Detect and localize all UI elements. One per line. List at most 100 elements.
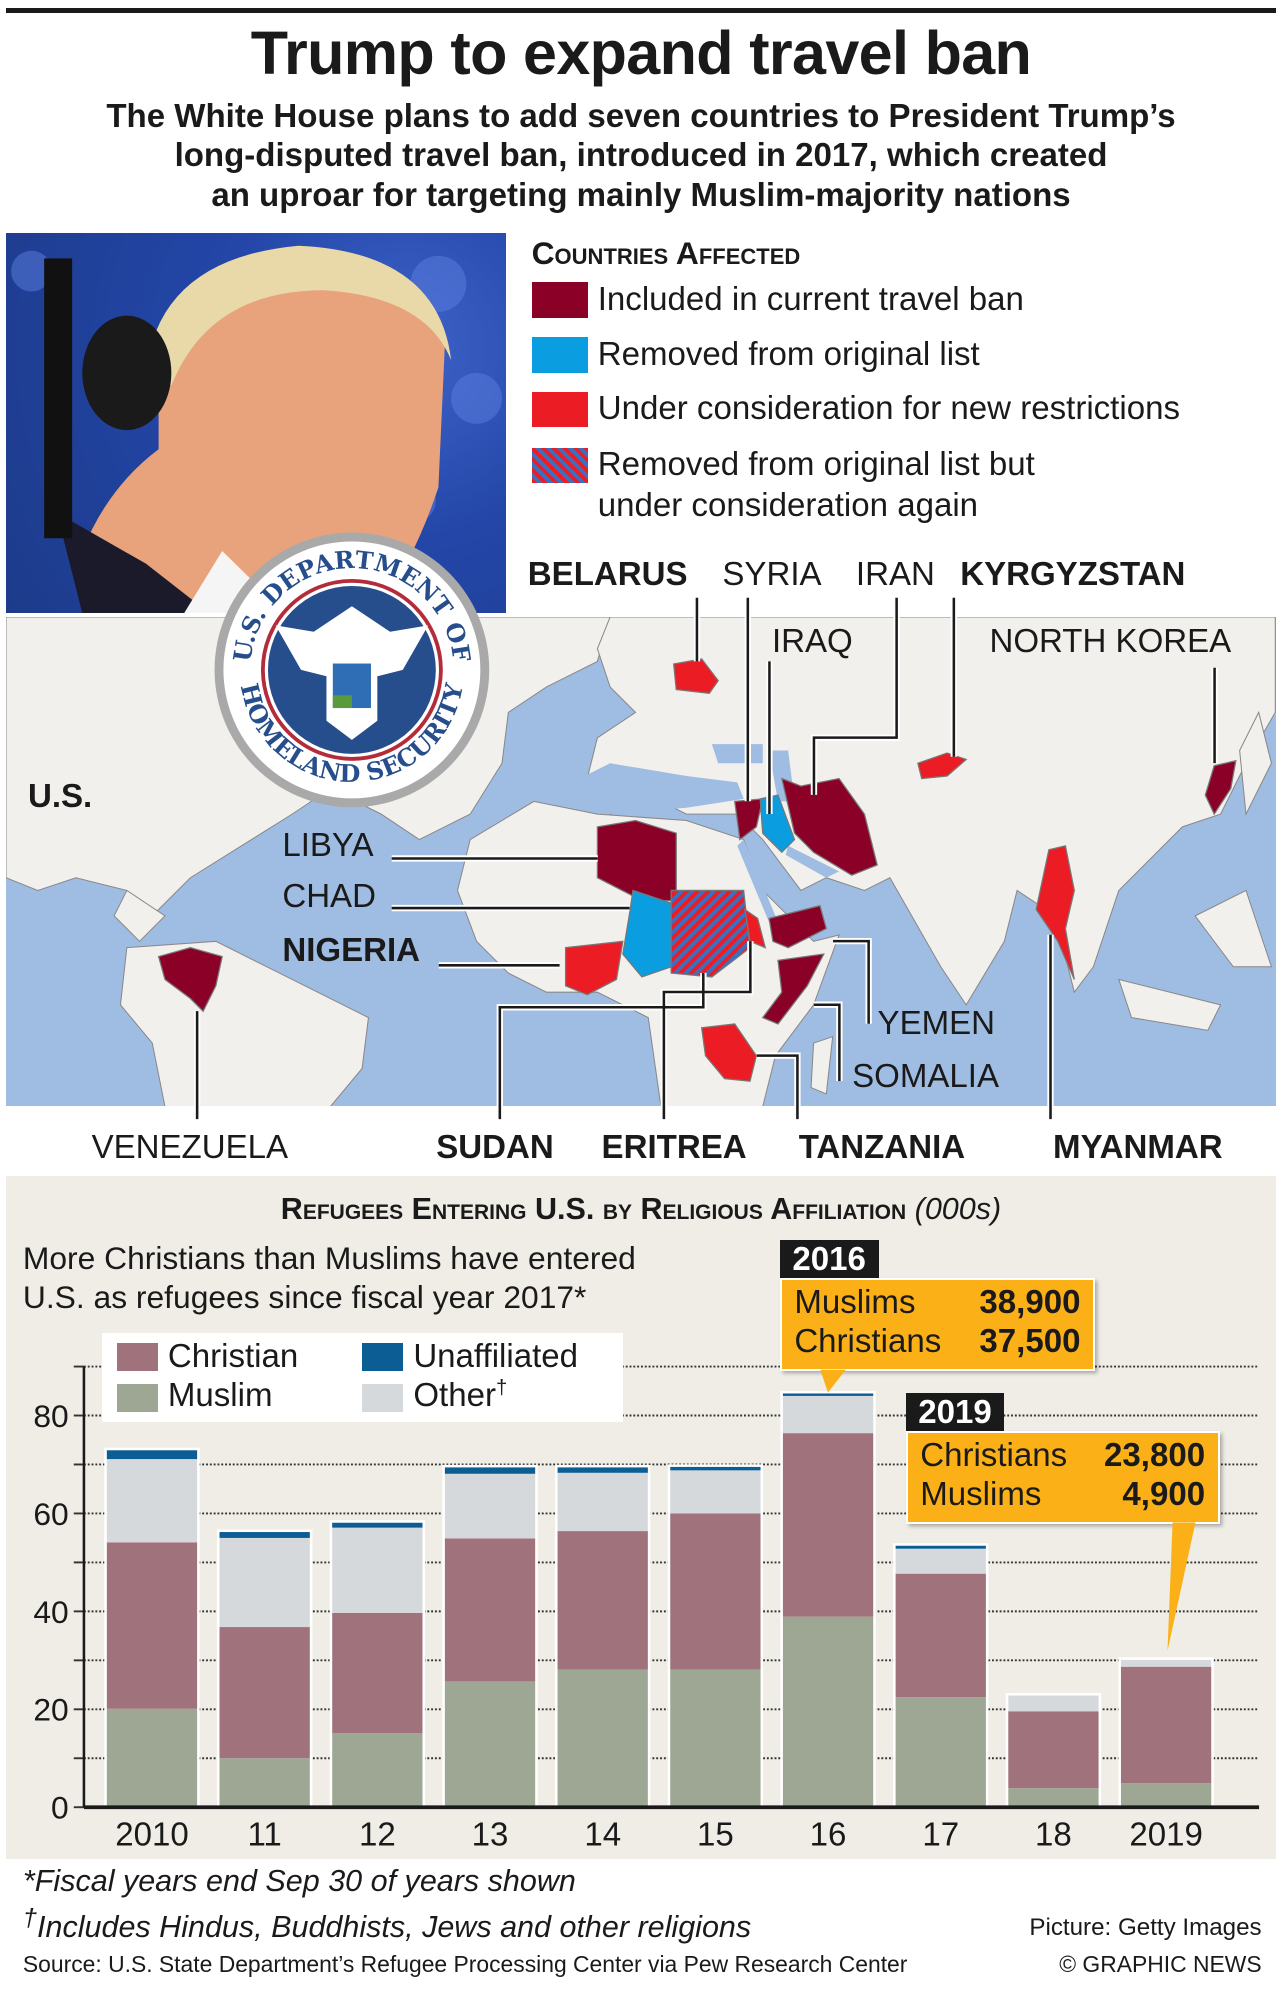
subtitle-line: an uproar for targeting mainly Muslim-ma…: [211, 176, 1071, 214]
eritrea-shape: [744, 907, 767, 949]
label-myanmar: MYANMAR: [1053, 1129, 1223, 1167]
footnote-other: †Includes Hindus, Buddhists, Jews and ot…: [22, 1903, 752, 1945]
bar-segment-unaffiliated: [219, 1532, 310, 1538]
bar-segment-muslim: [1008, 1788, 1099, 1808]
x-tick-label: 17: [922, 1816, 959, 1853]
picture-credit: Picture: Getty Images: [1029, 1914, 1262, 1942]
x-tick-label: 2010: [115, 1816, 189, 1853]
legend-swatch-other: [362, 1383, 404, 1412]
bar-segment-unaffiliated: [782, 1393, 874, 1396]
bar-segment-other: [106, 1459, 198, 1543]
label-nigeria: NIGERIA: [282, 932, 421, 970]
source: Source: U.S. State Department’s Refugee …: [22, 1950, 908, 1977]
legend-swatch-muslim: [116, 1383, 158, 1412]
top-rule: [6, 7, 1276, 13]
label-north-korea: NORTH KOREA: [989, 623, 1232, 661]
headline: Trump to expand travel ban: [250, 18, 1032, 87]
bar-segment-unaffiliated: [444, 1467, 536, 1474]
bar-segment-other: [444, 1473, 536, 1539]
x-tick-label: 15: [697, 1816, 734, 1853]
subtitle-line: The White House plans to add seven count…: [106, 97, 1176, 135]
label-libya: LIBYA: [282, 826, 374, 864]
bar-segment-muslim: [557, 1669, 648, 1808]
legend-muslim: Muslim: [167, 1377, 273, 1415]
y-tick-label: 0: [51, 1790, 69, 1826]
myanmar-shape: [1035, 844, 1076, 980]
bar-segment-unaffiliated: [557, 1467, 648, 1473]
chart-title: Refugees Entering U.S. by Religious Affi…: [280, 1191, 1002, 1226]
label-us: U.S.: [27, 778, 93, 816]
sudan-shape: [670, 889, 752, 978]
bar-segment-muslim: [670, 1669, 761, 1808]
bar-segment-unaffiliated: [332, 1522, 423, 1528]
label-yemen: YEMEN: [877, 1004, 996, 1042]
chart-legend: Christian Muslim Unaffiliated Other†: [101, 1332, 624, 1422]
x-tick-label: 13: [472, 1816, 509, 1853]
subtitle-line: long-disputed travel ban, introduced in …: [174, 137, 1108, 175]
label-belarus: BELARUS: [527, 555, 688, 593]
bar-segment-other: [670, 1470, 761, 1514]
bar-segment-other: [1008, 1695, 1099, 1712]
bar-segment-muslim: [332, 1733, 423, 1808]
trump-photo: [6, 232, 507, 613]
label-iran: IRAN: [855, 555, 935, 593]
somalia-shape: [762, 953, 826, 1025]
bar-segment-other: [895, 1548, 986, 1574]
legend-swatch-unaffiliated: [362, 1343, 404, 1371]
label-somalia: SOMALIA: [852, 1058, 1000, 1096]
callout-2016: Muslims 38,900 Christians 37,500: [779, 1278, 1096, 1372]
x-tick-label: 11: [248, 1816, 282, 1853]
legend-swatch-christian: [116, 1343, 158, 1371]
bar-segment-muslim: [895, 1697, 986, 1808]
legend-swatch-hatched: [531, 447, 588, 484]
bar-segment-unaffiliated: [106, 1450, 198, 1460]
legend-christian: Christian: [167, 1337, 299, 1375]
bar-segment-other: [332, 1527, 423, 1613]
label-kyrgyzstan: KYRGYZSTAN: [960, 555, 1186, 593]
label-eritrea: ERITREA: [601, 1129, 747, 1167]
bar-segment-muslim: [106, 1708, 198, 1808]
bar-segment-christian: [782, 1433, 874, 1617]
bar-segment-christian: [557, 1531, 648, 1670]
bar-segment-christian: [106, 1542, 198, 1709]
footnote-fiscal: *Fiscal years end Sep 30 of years shown: [22, 1864, 576, 1899]
x-tick-label: 16: [810, 1816, 847, 1853]
syria-shape: [734, 797, 764, 841]
bar-segment-christian: [444, 1538, 536, 1682]
label-chad: CHAD: [282, 877, 376, 915]
bar-segment-muslim: [1120, 1783, 1212, 1808]
bar-segment-other: [219, 1537, 310, 1628]
x-tick-label: 12: [359, 1816, 396, 1853]
x-tick-label: 2019: [1129, 1816, 1203, 1853]
bar-segment-unaffiliated: [895, 1545, 986, 1549]
x-tick-label: 18: [1035, 1816, 1072, 1853]
legend-label: Removed from original list but: [597, 446, 1035, 484]
callout-2019: Christians 23,800 Muslims 4,900: [905, 1430, 1220, 1524]
y-tick-label: 60: [33, 1496, 68, 1532]
y-tick-label: 80: [33, 1398, 68, 1434]
x-tick-label: 14: [584, 1816, 621, 1853]
callout-year-2019: 2019: [905, 1392, 1005, 1431]
bar-segment-other: [557, 1472, 648, 1532]
bar-segment-christian: [332, 1612, 423, 1734]
label-iraq: IRAQ: [771, 623, 853, 661]
chart-subtitle: U.S. as refugees since fiscal year 2017*: [22, 1279, 587, 1316]
bar-segment-christian: [895, 1573, 986, 1698]
chart-subtitle: More Christians than Muslims have entere…: [22, 1240, 636, 1276]
callout-year-2016: 2016: [779, 1240, 879, 1279]
yemen-shape: [768, 904, 828, 949]
y-tick-label: 20: [33, 1692, 68, 1728]
bar-segment-christian: [219, 1627, 310, 1759]
label-tanzania: TANZANIA: [798, 1129, 966, 1167]
bar-segment-christian: [1008, 1711, 1099, 1789]
dhs-seal: U.S. DEPARTMENT OF HOMELAND SECURITY: [212, 530, 492, 810]
bar-segment-other: [1120, 1659, 1212, 1667]
bar-segment-muslim: [219, 1758, 310, 1808]
bar-segment-muslim: [444, 1681, 536, 1808]
bar-segment-christian: [1120, 1666, 1212, 1784]
legend-title: Countries Affected: [531, 235, 801, 272]
legend-swatch-under-consideration: [531, 391, 588, 428]
